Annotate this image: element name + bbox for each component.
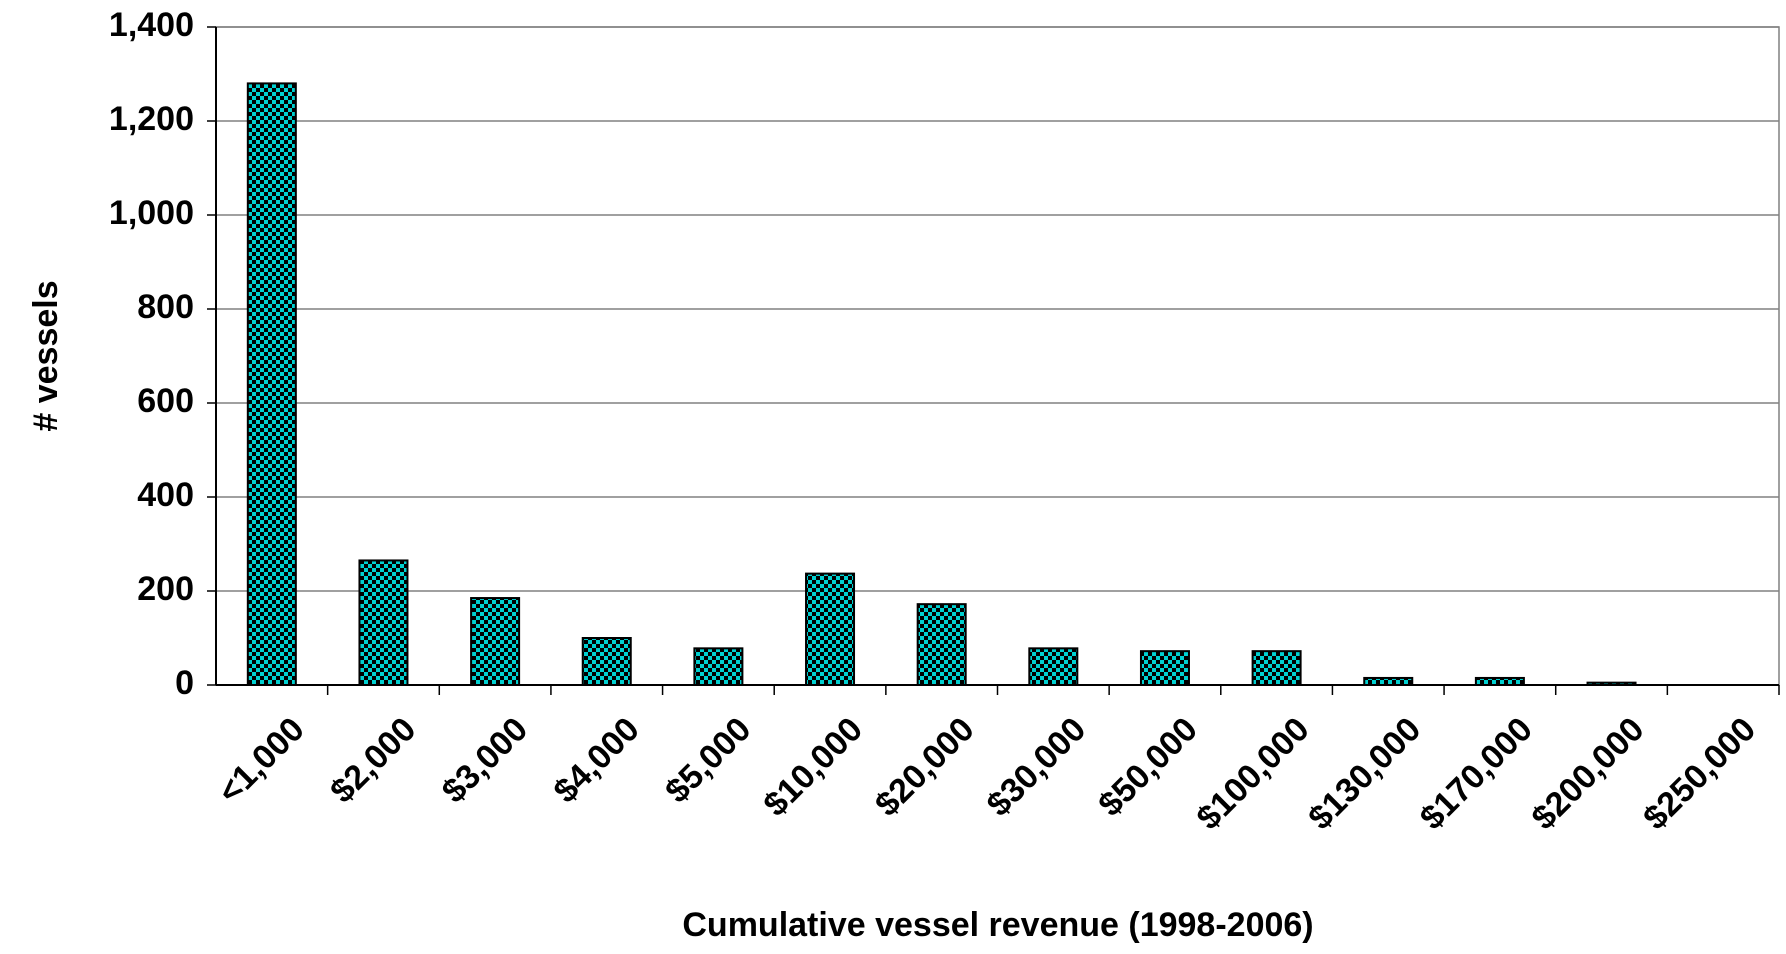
bar [1028,647,1079,687]
y-tick-label: 200 [137,570,194,608]
plot-area [215,26,1780,686]
x-tick-label: $50,000 [1091,710,1205,824]
x-tick-label: $170,000 [1413,710,1540,837]
x-axis-title: Cumulative vessel revenue (1998-2006) [682,906,1313,944]
x-tick-label: $5,000 [658,710,758,810]
y-tick-label: 400 [137,476,194,514]
x-tick-label: $200,000 [1524,710,1651,837]
x-tick-label: $10,000 [756,710,870,824]
x-tick-label: $130,000 [1301,710,1428,837]
bar [470,597,521,686]
bar [358,559,409,687]
x-tick-label: $250,000 [1636,710,1763,837]
y-tick-label: 1,000 [109,194,194,232]
bar [246,82,297,686]
bar [1474,676,1525,687]
y-tick-label: 0 [175,664,194,702]
x-tick-label: $20,000 [868,710,982,824]
x-tick-label: $2,000 [323,710,423,810]
bar [1363,676,1414,687]
bar [805,572,856,686]
x-tick-label: <1,000 [211,710,312,811]
x-tick-label: $3,000 [435,710,535,810]
y-tick-label: 600 [137,382,194,420]
x-tick-label: $100,000 [1189,710,1316,837]
x-tick-label: $4,000 [546,710,646,810]
bar [581,637,632,686]
y-axis-title: # vessels [27,280,65,431]
y-tick-label: 1,400 [109,6,194,44]
bar [1139,650,1190,686]
bar [693,647,744,687]
y-tick-label: 800 [137,288,194,326]
bar [1251,650,1302,686]
y-tick-label: 1,200 [109,100,194,138]
x-tick-label: $30,000 [980,710,1094,824]
bar [916,603,967,686]
